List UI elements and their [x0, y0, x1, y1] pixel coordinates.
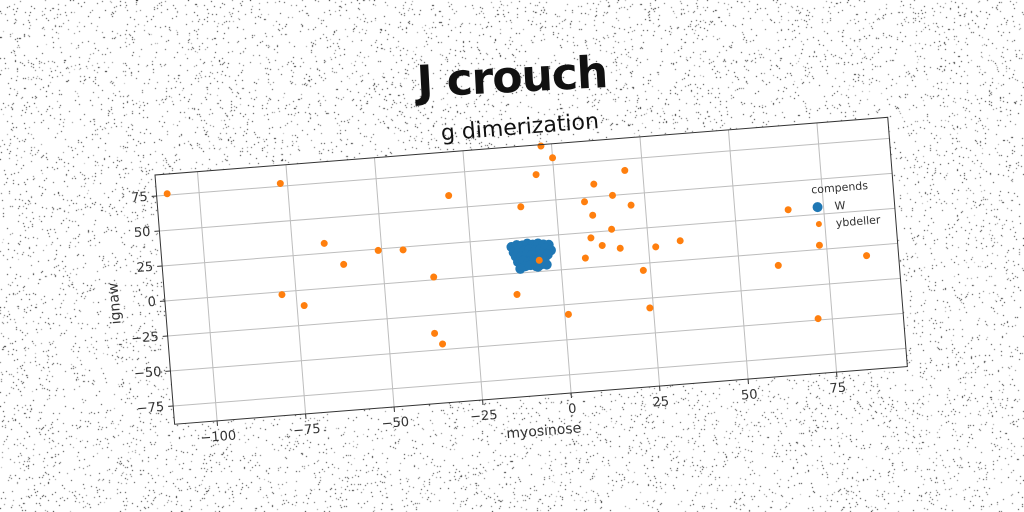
x-tick-label: −75 — [293, 422, 322, 439]
y-tick-label: −75 — [136, 400, 165, 417]
point-ybdeller — [278, 291, 286, 299]
point-ybdeller — [784, 206, 792, 214]
legend-marker — [812, 202, 823, 213]
grid — [155, 117, 908, 425]
point-ybdeller — [608, 191, 616, 199]
point-w — [515, 263, 526, 274]
point-ybdeller — [581, 254, 589, 262]
point-ybdeller — [590, 180, 598, 188]
point-ybdeller — [340, 260, 348, 268]
point-ybdeller — [431, 329, 439, 337]
legend-marker — [815, 221, 822, 228]
tick-labels: −100 −75 −50 −25 0 25 50 75 −75 −50 −25 0 25 50 75 — [131, 190, 847, 446]
y-tick-label: 75 — [131, 190, 149, 206]
point-ybdeller — [627, 201, 635, 209]
point-ybdeller — [517, 203, 525, 211]
point-ybdeller — [163, 190, 171, 198]
point-ybdeller — [549, 154, 557, 162]
point-ybdeller — [639, 266, 647, 274]
point-ybdeller — [320, 239, 328, 247]
point-ybdeller — [598, 241, 606, 249]
x-grid-line — [196, 171, 218, 421]
y-tick-label: 0 — [147, 295, 156, 311]
point-ybdeller — [814, 315, 822, 323]
plot-background — [155, 117, 908, 425]
chart-title: g dimerization — [440, 109, 600, 146]
y-axis-label: ignaw — [105, 282, 124, 325]
point-ybdeller — [300, 302, 308, 310]
y-grid-line — [164, 242, 898, 302]
point-ybdeller — [535, 256, 543, 264]
x-tick-label: −50 — [381, 415, 410, 432]
legend-title: compends — [811, 179, 869, 196]
point-ybdeller — [815, 241, 823, 249]
x-grid-line — [639, 136, 661, 387]
x-tick-label: −100 — [200, 428, 237, 446]
point-ybdeller — [513, 290, 521, 298]
point-ybdeller — [863, 252, 871, 260]
x-tick-label: −25 — [470, 408, 499, 425]
y-grid-line — [162, 207, 895, 267]
point-ybdeller — [439, 340, 447, 348]
point-ybdeller — [276, 179, 284, 187]
point-ybdeller — [399, 246, 407, 254]
point-ybdeller — [374, 246, 382, 254]
x-tick-label: 25 — [652, 394, 670, 410]
point-ybdeller — [430, 273, 438, 281]
x-tick-label: 75 — [829, 380, 847, 396]
point-ybdeller — [564, 310, 572, 318]
x-grid-line — [727, 129, 749, 380]
x-grid-line — [285, 164, 307, 414]
y-tick-label: −50 — [134, 365, 163, 382]
point-ybdeller — [646, 304, 654, 312]
legend-entry: W — [834, 199, 846, 213]
point-ybdeller — [652, 243, 660, 251]
point-ybdeller — [581, 198, 589, 206]
y-grid-line — [167, 277, 901, 337]
point-ybdeller — [608, 225, 616, 233]
point-ybdeller — [621, 166, 629, 174]
plot-frame — [154, 116, 908, 425]
x-tick-label: 50 — [741, 387, 759, 403]
y-tick-label: 50 — [133, 225, 151, 241]
point-ybdeller — [616, 244, 624, 252]
y-grid-line — [159, 172, 893, 232]
data-points — [163, 142, 871, 348]
x-grid-line — [816, 122, 838, 373]
point-ybdeller — [676, 237, 684, 245]
y-grid-line — [173, 347, 906, 407]
x-grid-line — [462, 150, 484, 401]
chart-area: −100 −75 −50 −25 0 25 50 75 −75 −50 −25 0 25 50 75 g d… — [105, 109, 908, 446]
y-tick-label: −25 — [131, 330, 160, 347]
x-grid-line — [550, 143, 572, 394]
point-ybdeller — [589, 211, 597, 219]
point-ybdeller — [587, 234, 595, 242]
point-ybdeller — [532, 171, 540, 179]
y-grid-line — [170, 312, 904, 372]
x-tick-label: 0 — [568, 402, 577, 418]
x-grid-line — [373, 157, 395, 407]
point-w — [541, 259, 552, 270]
x-axis-label: myosinose — [506, 420, 582, 442]
point-ybdeller — [774, 261, 782, 269]
point-ybdeller — [445, 192, 453, 200]
point-w — [532, 261, 543, 272]
y-tick-label: 25 — [136, 260, 154, 276]
legend-entry: ybdeller — [835, 213, 881, 230]
